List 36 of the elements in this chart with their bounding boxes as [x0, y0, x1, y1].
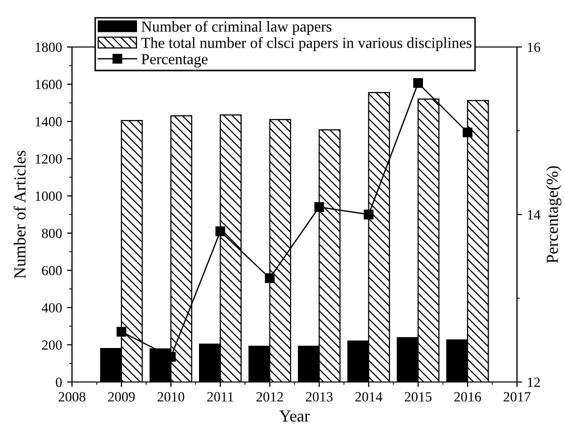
x-tick-label: 2013: [306, 392, 333, 402]
point: [264, 273, 275, 284]
point: [116, 326, 126, 337]
y-tick-label: 1600: [36, 80, 62, 90]
x-tick-label: 2015: [404, 392, 432, 402]
legend-label: Number of criminal law papers: [141, 20, 332, 35]
y2-tick-label: 12: [528, 378, 540, 387]
x-tick-label: 2012: [256, 392, 283, 402]
y-tick-label: 1800: [36, 42, 62, 52]
point: [364, 210, 374, 220]
x-tick-label: 2009: [108, 392, 135, 402]
y-tick-label: 800: [42, 228, 62, 238]
x-tick-label: 2014: [355, 392, 382, 402]
x-tick-label: 2016: [454, 392, 482, 402]
y-tick-label: 0: [56, 378, 62, 387]
y-tick-label: 1000: [36, 191, 62, 201]
x-tick-label: 2017: [504, 392, 530, 402]
y2-axis-title: Percentage(%): [546, 166, 562, 264]
y-tick-label: 200: [42, 340, 62, 350]
y-axis-title: Number of Articles: [14, 150, 26, 278]
point: [413, 78, 423, 88]
x-tick-label: 2011: [207, 392, 234, 402]
x-tick-label: 2010: [158, 392, 184, 402]
y-tick-label: 400: [42, 303, 62, 313]
x-tick-label: 2008: [58, 392, 86, 402]
point: [215, 226, 226, 236]
point: [462, 128, 472, 138]
y2-tick-label: 14: [528, 210, 540, 220]
point: [314, 202, 324, 212]
legend-label: The total number of clsci papers in various disciplines: [141, 37, 472, 52]
y-tick-label: 600: [42, 266, 62, 276]
x-axis-title: Year: [279, 410, 310, 422]
y2-tick-label: 16: [528, 42, 540, 52]
y-tick-label: 1200: [36, 154, 62, 164]
y-tick-label: 1400: [36, 117, 62, 126]
legend-label: Percentage: [141, 54, 208, 68]
